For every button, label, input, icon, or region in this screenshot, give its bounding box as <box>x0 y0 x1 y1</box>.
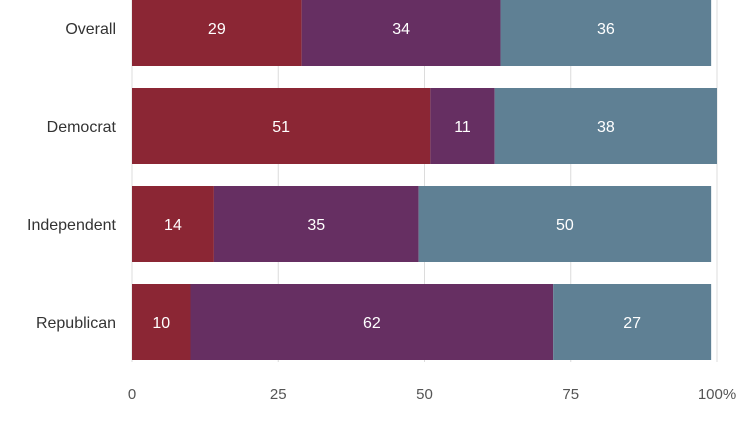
data-label: 35 <box>307 217 325 234</box>
category-labels: Overall Democrat Independent Republican <box>27 21 117 332</box>
bar-segment <box>132 186 214 262</box>
x-tick-label: 0 <box>128 386 136 403</box>
bar-segment <box>132 284 191 360</box>
data-label: 14 <box>164 217 182 234</box>
bar-segment <box>500 0 712 66</box>
bars-layer <box>132 0 717 360</box>
category-label: Independent <box>27 217 117 234</box>
bar-segment <box>190 284 554 360</box>
bar-segment <box>553 284 712 360</box>
labels-layer: 29 34 36 51 11 38 14 35 50 10 62 27 <box>152 21 641 332</box>
data-label: 11 <box>454 119 471 136</box>
bar-segment <box>132 88 431 164</box>
x-tick-label: 100% <box>698 386 736 403</box>
category-label: Democrat <box>47 119 117 136</box>
data-label: 36 <box>597 21 615 38</box>
data-label: 27 <box>623 315 641 332</box>
x-tick-label: 50 <box>416 386 433 403</box>
bar-segment <box>430 88 495 164</box>
data-label: 34 <box>392 21 410 38</box>
bar-segment <box>418 186 712 262</box>
category-label: Overall <box>65 21 116 38</box>
category-label: Republican <box>36 315 116 332</box>
x-tick-label: 75 <box>562 386 579 403</box>
bar-segment <box>494 88 717 164</box>
data-label: 51 <box>272 119 290 136</box>
data-label: 62 <box>363 315 381 332</box>
x-tick-label: 25 <box>270 386 287 403</box>
bar-segment <box>213 186 419 262</box>
data-label: 29 <box>208 21 226 38</box>
x-axis: 0 25 50 75 100% <box>128 386 736 403</box>
bar-segment <box>301 0 501 66</box>
bar-segment <box>132 0 302 66</box>
data-label: 10 <box>152 315 170 332</box>
data-label: 38 <box>597 119 615 136</box>
data-label: 50 <box>556 217 574 234</box>
